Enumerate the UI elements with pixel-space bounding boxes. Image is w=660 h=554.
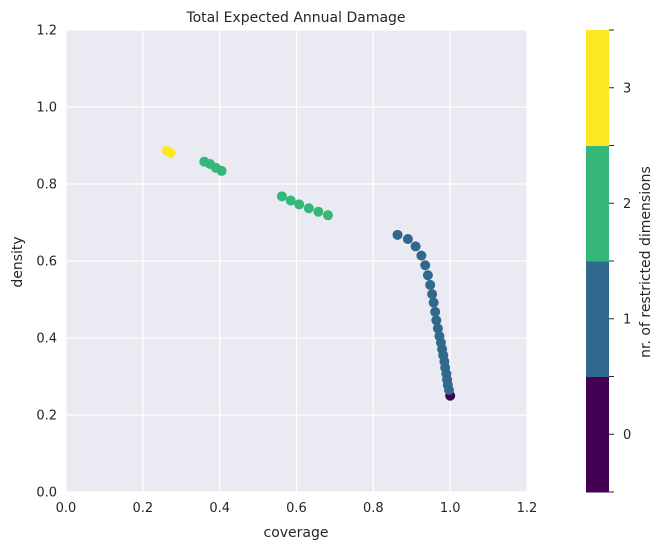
data-point [420,260,431,271]
data-point [165,147,176,158]
data-point [427,289,438,300]
colorbar-segment [586,261,609,377]
data-point [422,270,433,281]
y-tick-label: 0.8 [36,178,57,193]
x-tick-label: 0.8 [363,501,384,516]
data-point [410,241,421,252]
y-tick-label: 0.2 [36,409,57,424]
data-point [432,323,443,334]
data-point [276,191,287,202]
data-point [303,203,314,214]
x-axis-label: coverage [264,525,329,541]
colorbar-segment [586,145,609,262]
colorbar: 0 1 2 3 [586,29,631,493]
data-point [431,315,442,326]
data-point [425,279,436,290]
data-point [323,210,334,221]
data-point [444,384,455,395]
data-point [402,234,413,245]
colorbar-label: nr. of restricted dimensions [638,166,654,358]
grid-lines [65,29,528,493]
y-tick-label: 1.2 [36,24,57,39]
data-point [428,297,439,308]
x-tick-label: 0.0 [56,501,77,516]
data-point [294,199,305,210]
data-point [430,306,441,317]
data-point [285,195,296,206]
colorbar-segment [586,30,609,146]
x-tick-label: 0.6 [286,501,307,516]
data-points [161,145,456,401]
colorbar-tick-label: 0 [623,428,631,443]
x-tick-labels: 0.0 0.2 0.4 0.6 0.8 1.0 1.2 [56,501,538,516]
colorbar-segment [586,376,609,493]
y-tick-labels: 0.0 0.2 0.4 0.6 0.8 1.0 1.2 [36,24,57,501]
data-point [392,229,403,240]
chart-title: Total Expected Annual Damage [185,10,405,26]
y-tick-label: 1.0 [36,101,57,116]
colorbar-tick-label: 1 [623,312,631,327]
y-tick-label: 0.6 [36,255,57,270]
data-point [313,206,324,217]
x-tick-label: 0.2 [132,501,153,516]
y-tick-label: 0.0 [36,486,57,501]
data-point [216,165,227,176]
data-point [416,250,427,261]
x-tick-label: 1.0 [440,501,461,516]
x-tick-label: 1.2 [517,501,538,516]
colorbar-tick-label: 3 [623,81,631,96]
colorbar-tick-label: 2 [623,197,631,212]
y-tick-label: 0.4 [36,332,57,347]
y-axis-label: density [10,236,26,287]
x-tick-label: 0.4 [209,501,230,516]
